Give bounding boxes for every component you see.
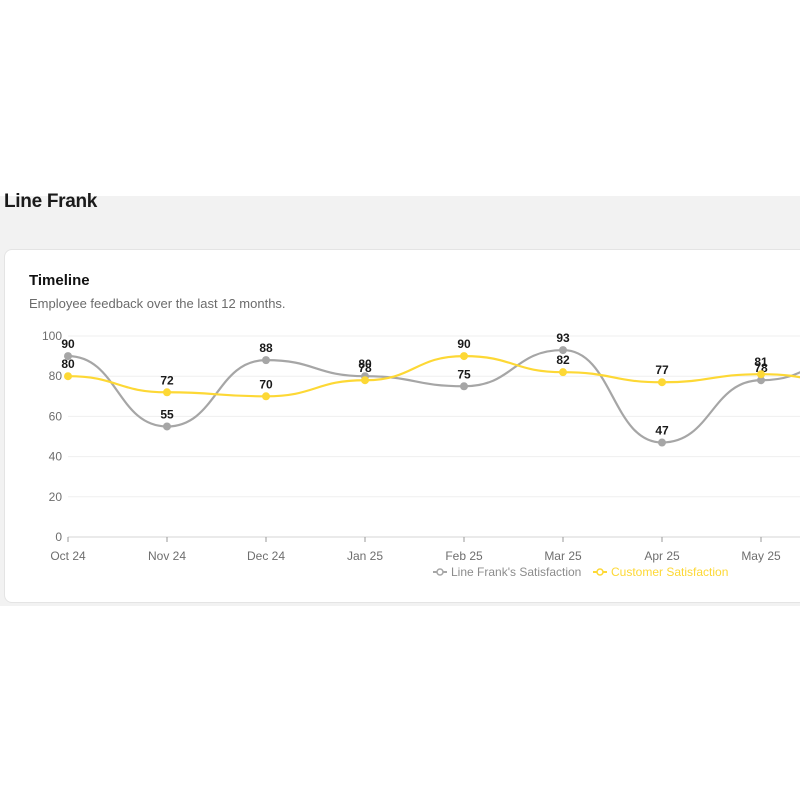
data-point (559, 368, 567, 377)
data-point (262, 392, 270, 401)
data-point (757, 370, 765, 379)
x-tick-label: May 25 (741, 549, 781, 563)
y-tick-label: 100 (42, 329, 62, 343)
y-tick-label: 60 (49, 409, 63, 423)
data-label: 81 (754, 355, 768, 369)
x-tick-label: Oct 24 (50, 549, 86, 563)
x-tick-label: Dec 24 (247, 549, 285, 563)
data-point (658, 378, 666, 387)
legend-swatch-marker (596, 568, 604, 576)
data-point (757, 376, 765, 385)
card-subtitle: Employee feedback over the last 12 month… (29, 296, 286, 311)
data-label: 72 (160, 373, 174, 387)
data-point (262, 356, 270, 365)
data-label: 55 (160, 407, 174, 421)
data-label: 90 (457, 337, 471, 351)
data-label: 47 (655, 424, 669, 438)
legend-swatch-marker (436, 568, 444, 576)
data-label: 80 (358, 357, 372, 371)
data-point (460, 352, 468, 361)
data-point (460, 382, 468, 391)
data-label: 77 (655, 363, 669, 377)
data-point (658, 438, 666, 447)
y-tick-label: 0 (55, 530, 62, 544)
x-tick-label: Jan 25 (347, 549, 383, 563)
data-label: 80 (61, 357, 75, 371)
data-label: 78 (358, 361, 372, 375)
data-label: 82 (556, 353, 570, 367)
legend-entry-label: Customer Satisfaction (611, 565, 728, 579)
card-title: Timeline (29, 272, 90, 289)
data-point (361, 376, 369, 385)
x-tick-label: Mar 25 (544, 549, 582, 563)
data-label: 93 (556, 331, 570, 345)
data-point (163, 388, 171, 397)
data-label: 75 (457, 367, 471, 381)
data-point (64, 372, 72, 381)
data-label: 88 (259, 341, 273, 355)
data-label: 78 (754, 361, 768, 375)
data-point (64, 352, 72, 361)
timeline-card: Timeline Employee feedback over the last… (4, 249, 800, 603)
x-tick-label: Apr 25 (644, 549, 680, 563)
timeline-chart: 0 20 40 60 80 100 Oct 24 Nov 24 Dec 24 Jan 25 Feb … (42, 329, 800, 579)
x-tick-label: Nov 24 (148, 549, 186, 563)
y-tick-label: 20 (49, 490, 63, 504)
legend-entry-label: Line Frank's Satisfaction (451, 565, 581, 579)
data-label: 90 (61, 337, 75, 351)
page-title: Line Frank (4, 191, 98, 212)
x-tick-label: Feb 25 (445, 549, 483, 563)
y-tick-label: 80 (49, 369, 63, 383)
data-label: 70 (259, 377, 273, 391)
series-line (67, 348, 800, 444)
data-point (559, 346, 567, 355)
data-point (163, 422, 171, 431)
y-tick-label: 40 (49, 450, 63, 464)
